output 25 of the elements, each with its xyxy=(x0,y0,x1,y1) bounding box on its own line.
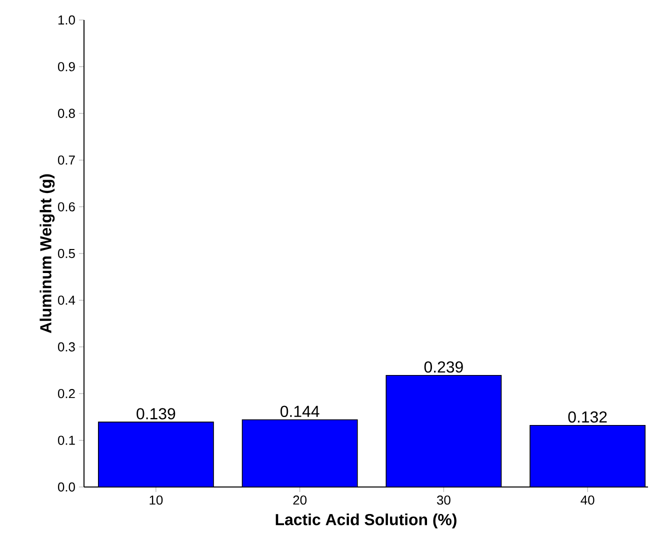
x-tick-label: 20 xyxy=(293,496,307,505)
bar xyxy=(242,419,358,487)
bar xyxy=(98,422,214,487)
y-tick-label: 0.0 xyxy=(58,482,75,492)
data-label: 0.132 xyxy=(568,411,607,423)
y-tick-label: 0.8 xyxy=(58,108,75,118)
x-tick-label: 40 xyxy=(580,496,594,505)
data-label: 0.139 xyxy=(136,408,176,420)
y-tick-label: 0.4 xyxy=(58,296,76,305)
y-tick-label: 0.1 xyxy=(58,436,75,445)
y-tick-label: 0.6 xyxy=(58,202,75,212)
data-label: 0.239 xyxy=(424,361,463,373)
y-axis-title: Aluminum Weight (g) xyxy=(40,174,55,334)
y-tick-label: 0.2 xyxy=(58,389,75,398)
y-tick-label: 0.3 xyxy=(58,342,75,352)
x-axis-title: Lactic Acid Solution (%) xyxy=(276,514,456,528)
bar xyxy=(386,374,502,487)
bar xyxy=(530,424,646,487)
y-tick-label: 0.5 xyxy=(58,248,75,258)
y-tick-label: 0.7 xyxy=(58,156,75,165)
data-label: 0.144 xyxy=(280,406,320,418)
x-tick-label: 30 xyxy=(436,496,450,505)
y-tick-label: 0.9 xyxy=(58,62,75,72)
y-tick-label: 1.0 xyxy=(58,15,75,25)
x-tick-label: 10 xyxy=(150,496,163,505)
